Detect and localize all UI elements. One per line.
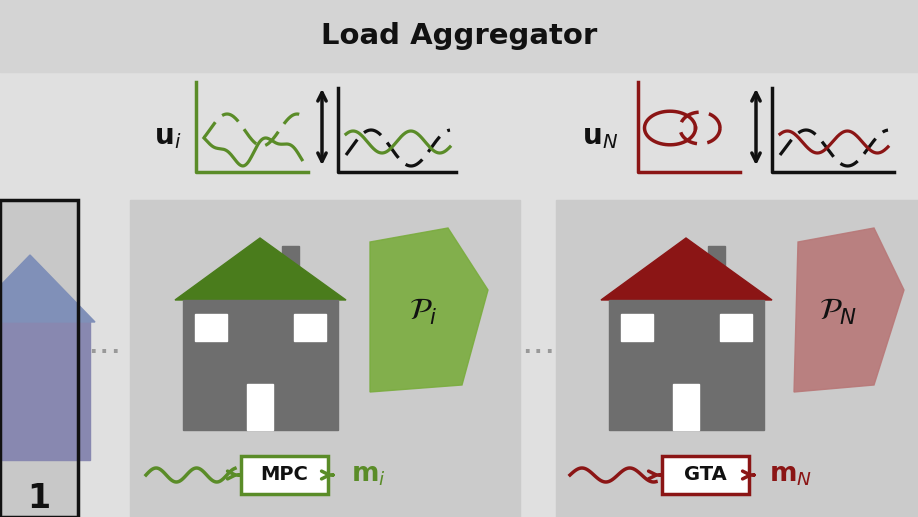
- Bar: [720, 314, 752, 341]
- Text: ...: ...: [521, 326, 555, 360]
- Bar: [282, 246, 299, 286]
- Bar: [609, 300, 764, 430]
- Text: $\mathbf{m}_i$: $\mathbf{m}_i$: [351, 462, 386, 488]
- Polygon shape: [370, 228, 488, 392]
- Text: ...: ...: [86, 326, 121, 360]
- Text: $\mathbf{u}_N$: $\mathbf{u}_N$: [582, 123, 618, 151]
- Polygon shape: [175, 238, 346, 300]
- Bar: [708, 246, 725, 286]
- Bar: [0, 200, 78, 517]
- Bar: [294, 314, 326, 341]
- Bar: [183, 300, 338, 430]
- Bar: [130, 200, 520, 517]
- Bar: [0, 0, 918, 72]
- Polygon shape: [794, 228, 904, 392]
- Text: 1: 1: [28, 482, 50, 515]
- Text: GTA: GTA: [684, 465, 726, 484]
- Bar: [621, 314, 653, 341]
- Text: $\mathbf{m}_N$: $\mathbf{m}_N$: [769, 462, 812, 488]
- Polygon shape: [0, 255, 95, 322]
- Bar: [195, 314, 227, 341]
- Bar: [247, 384, 273, 430]
- Text: Load Aggregator: Load Aggregator: [321, 22, 597, 50]
- Text: MPC: MPC: [260, 465, 308, 484]
- Bar: [0, 200, 78, 517]
- Bar: [673, 384, 699, 430]
- Text: $\mathcal{P}_N$: $\mathcal{P}_N$: [819, 297, 857, 327]
- FancyBboxPatch shape: [662, 456, 749, 494]
- Polygon shape: [601, 238, 772, 300]
- Text: $\mathcal{P}_i$: $\mathcal{P}_i$: [409, 297, 437, 327]
- Bar: [0, 320, 90, 460]
- FancyBboxPatch shape: [241, 456, 328, 494]
- Text: $\mathbf{u}_i$: $\mathbf{u}_i$: [154, 123, 182, 151]
- Bar: [556, 200, 918, 517]
